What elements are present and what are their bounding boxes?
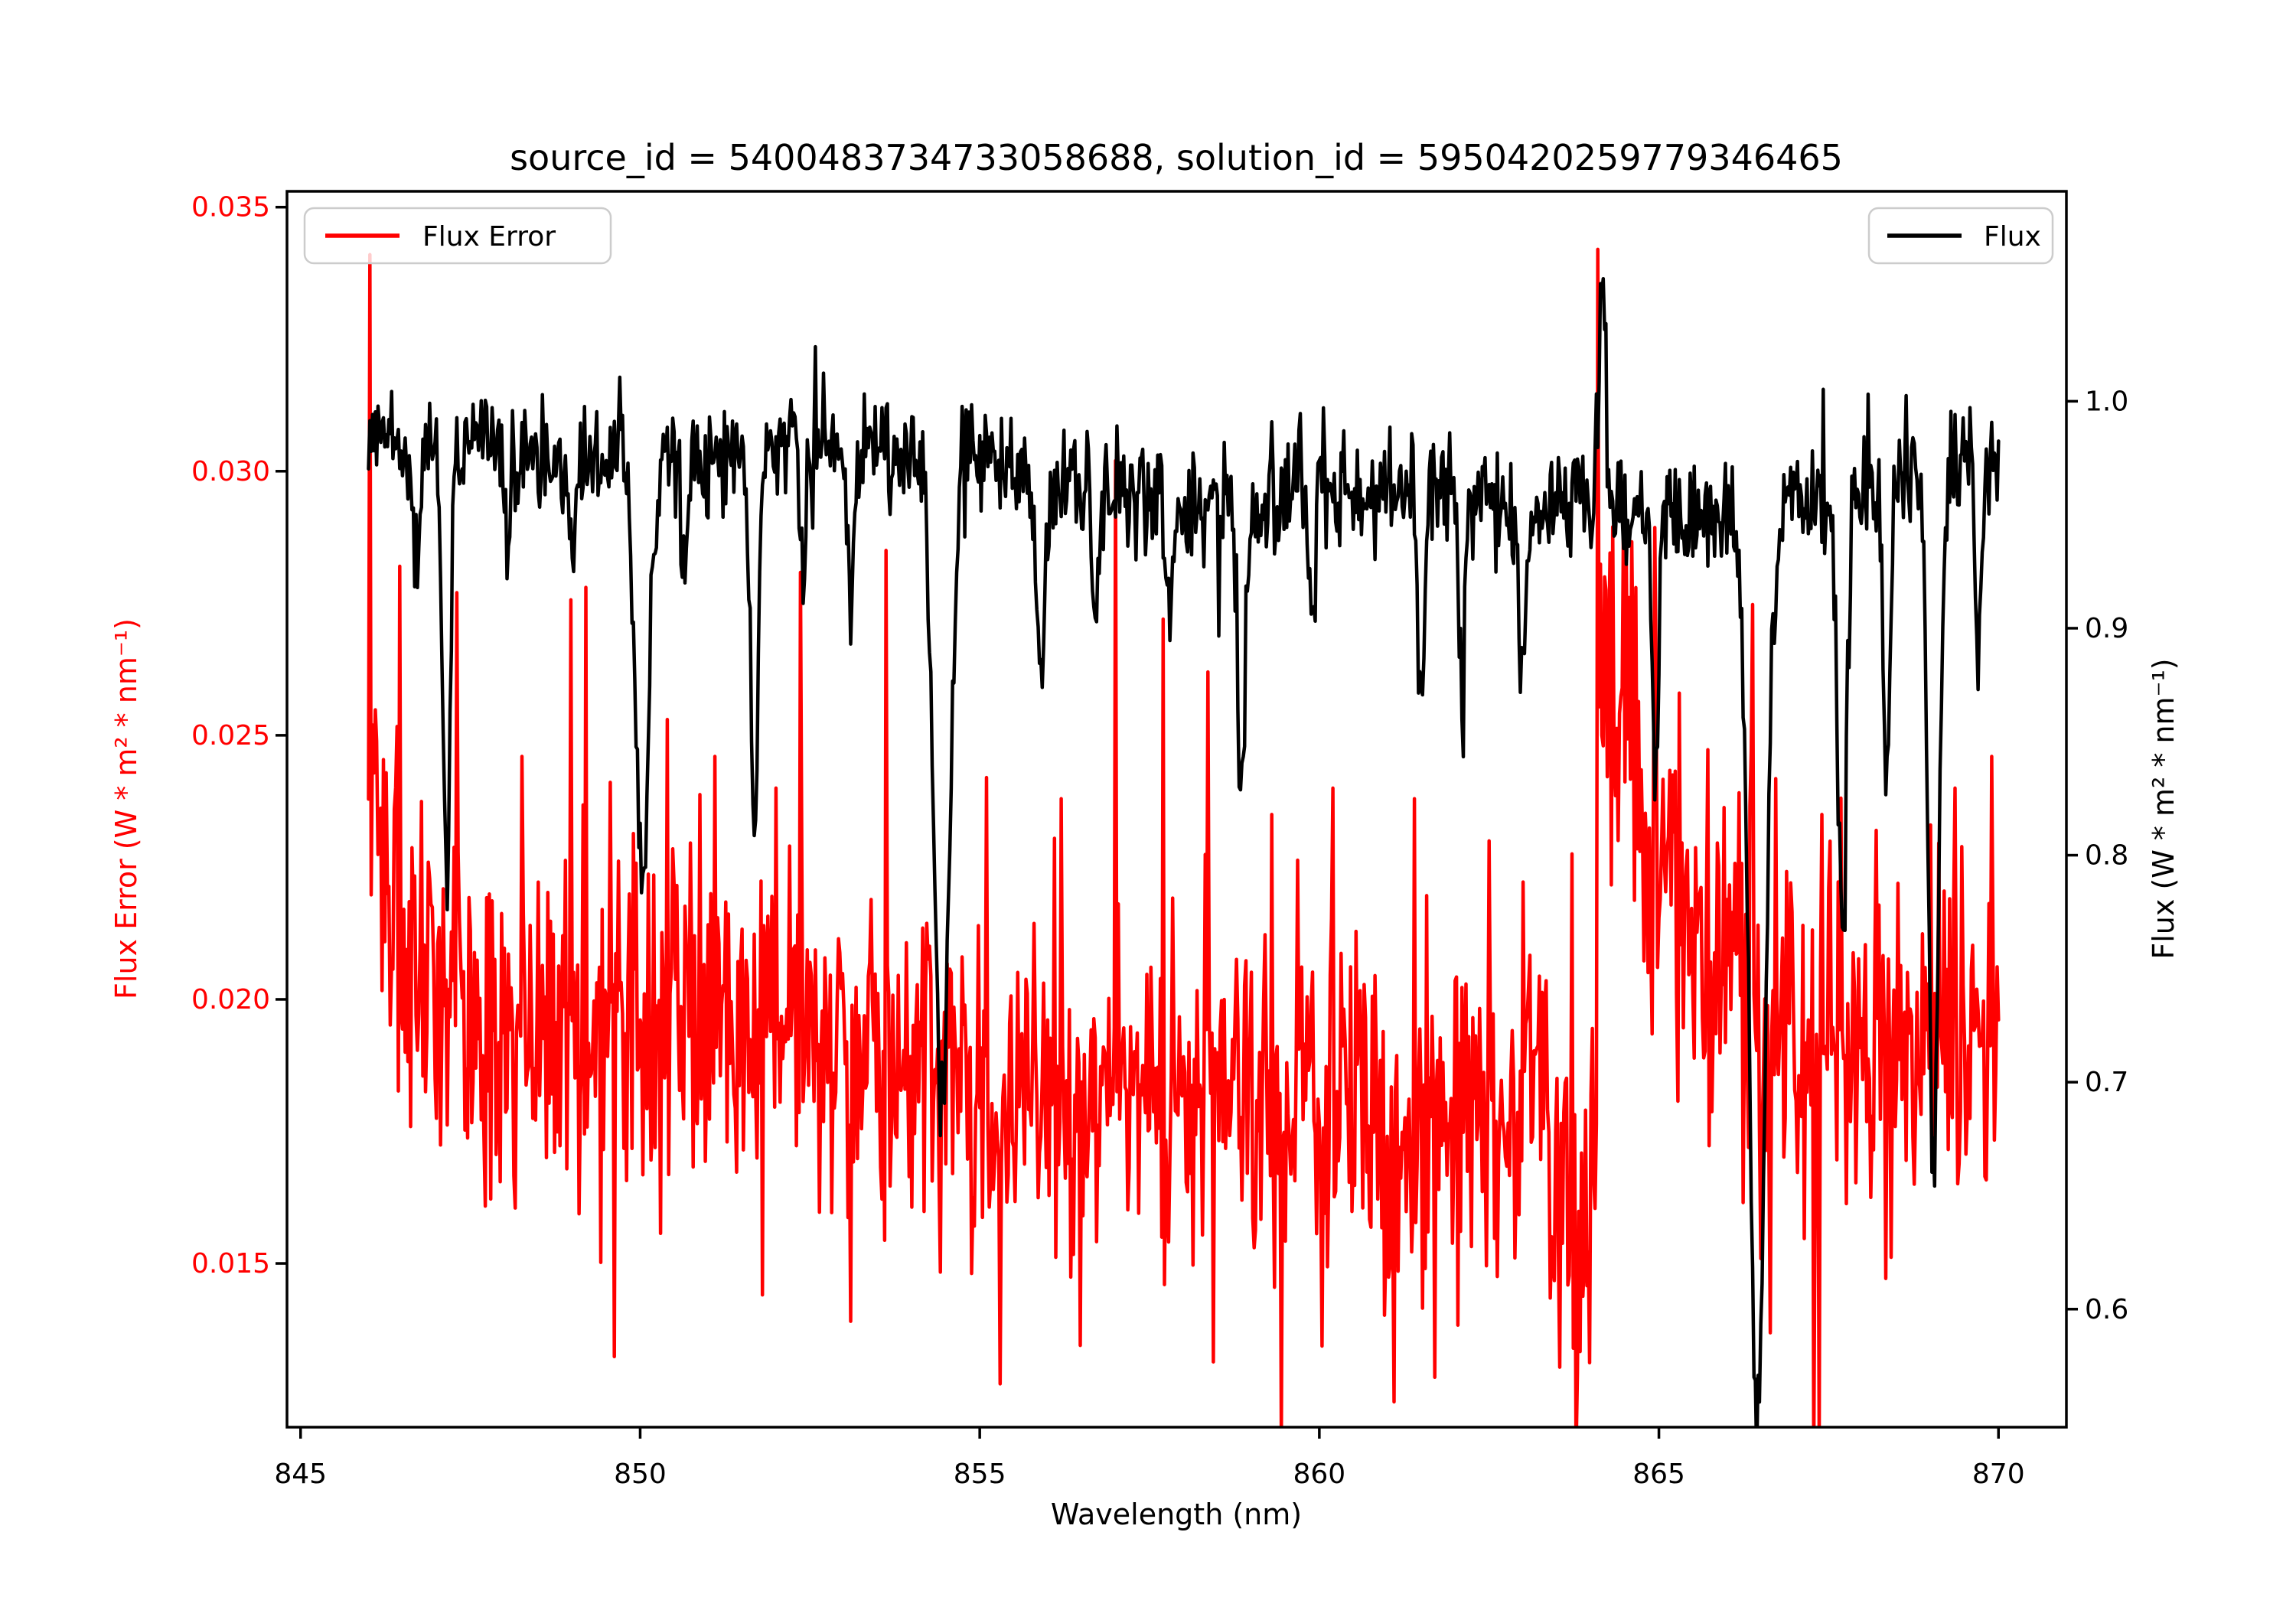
y-left-tick-label: 0.025 bbox=[191, 720, 270, 751]
x-tick-label: 855 bbox=[954, 1459, 1006, 1490]
y-left-tick-label: 0.035 bbox=[191, 192, 270, 223]
y-right-tick-label: 1.0 bbox=[2085, 386, 2128, 417]
x-tick-label: 865 bbox=[1632, 1459, 1685, 1490]
y-left-tick-label: 0.020 bbox=[191, 984, 270, 1015]
y-axis-label-left: Flux Error (W * m² * nm⁻¹) bbox=[109, 618, 143, 999]
y-left-tick-label: 0.015 bbox=[191, 1248, 270, 1279]
tick-marks bbox=[276, 205, 2078, 1439]
y-axis-label-right: Flux (W * m² * nm⁻¹) bbox=[2147, 658, 2180, 959]
legend-flux-label: Flux bbox=[1984, 221, 2041, 253]
y-right-tick-label: 0.9 bbox=[2085, 613, 2128, 644]
y-left-tick-label: 0.030 bbox=[191, 456, 270, 487]
legend-flux-error: Flux Error bbox=[303, 207, 612, 265]
flux-line bbox=[367, 276, 2001, 1427]
axes-spines bbox=[285, 190, 2068, 1429]
chart-title: source_id = 5400483734733058688, solutio… bbox=[510, 137, 1843, 178]
legend-flux: Flux bbox=[1867, 207, 2054, 265]
x-tick-label: 860 bbox=[1293, 1459, 1345, 1490]
y-right-tick-label: 0.7 bbox=[2085, 1067, 2128, 1098]
x-tick-label: 870 bbox=[1972, 1459, 2025, 1490]
x-axis-label: Wavelength (nm) bbox=[1051, 1498, 1302, 1531]
x-tick-label: 845 bbox=[274, 1459, 327, 1490]
plot-area bbox=[367, 247, 2001, 1427]
flux-error-line bbox=[367, 247, 2001, 1427]
tick-labels: 845 850 855 860 865 870 0.015 0.020 0.025 0.030 0.… bbox=[191, 192, 2128, 1490]
y-right-tick-label: 0.6 bbox=[2085, 1294, 2128, 1325]
y-right-tick-label: 0.8 bbox=[2085, 840, 2128, 872]
legend-flux-error-box bbox=[303, 207, 612, 265]
legend-flux-error-label: Flux Error bbox=[422, 221, 556, 253]
x-tick-label: 850 bbox=[614, 1459, 667, 1490]
